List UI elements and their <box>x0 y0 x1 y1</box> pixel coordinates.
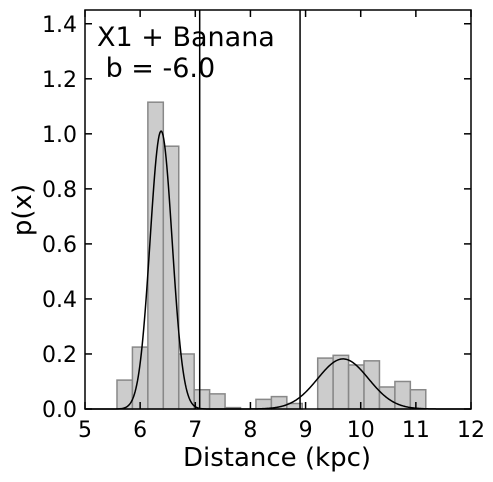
hist-bar-14 <box>332 354 350 410</box>
x-tick-label-2: 7 <box>188 418 202 443</box>
hist-bar-16 <box>363 360 381 410</box>
x-tick-label-7: 12 <box>457 418 485 443</box>
x-tick-label-5: 10 <box>347 418 375 443</box>
hist-bar-18 <box>394 380 412 410</box>
hist-bar-3 <box>162 145 180 410</box>
hist-bar-5 <box>193 388 211 410</box>
plot-area: 5 6 7 8 9 10 11 12 0.0 0.2 0.4 0.6 0.8 1.0 1.2 1.4 <box>42 9 485 443</box>
hist-bar-19 <box>409 388 427 410</box>
x-tick-label-1: 6 <box>133 418 147 443</box>
hist-bar-2 <box>147 101 165 410</box>
y-tick-label-3: 0.6 <box>42 233 77 258</box>
y-axis-label: p(x) <box>8 184 38 236</box>
fit-curve <box>85 130 471 410</box>
y-tick-label-7: 1.4 <box>42 13 77 38</box>
y-tick-label-2: 0.4 <box>42 288 77 313</box>
y-tick-label-4: 0.8 <box>42 178 77 203</box>
plot-frame <box>84 9 472 410</box>
hist-bar-13 <box>316 357 334 410</box>
x-tick-label-4: 9 <box>299 418 313 443</box>
x-tick-label-3: 8 <box>243 418 257 443</box>
x-tick-label-6: 11 <box>402 418 430 443</box>
annotation-line-1: X1 + Banana <box>97 22 275 53</box>
hist-bar-6 <box>208 393 226 410</box>
y-tick-label-5: 1.0 <box>42 123 77 148</box>
annotation-line-2: b = -6.0 <box>97 53 215 84</box>
y-tick-label-0: 0.0 <box>42 398 77 423</box>
hist-bar-1 <box>131 346 149 410</box>
x-axis-label: Distance (kpc) <box>183 443 371 473</box>
hist-bar-4 <box>177 353 195 410</box>
y-tick-label-6: 1.2 <box>42 68 77 93</box>
y-tick-label-1: 0.2 <box>42 343 77 368</box>
x-tick-label-0: 5 <box>78 418 92 443</box>
